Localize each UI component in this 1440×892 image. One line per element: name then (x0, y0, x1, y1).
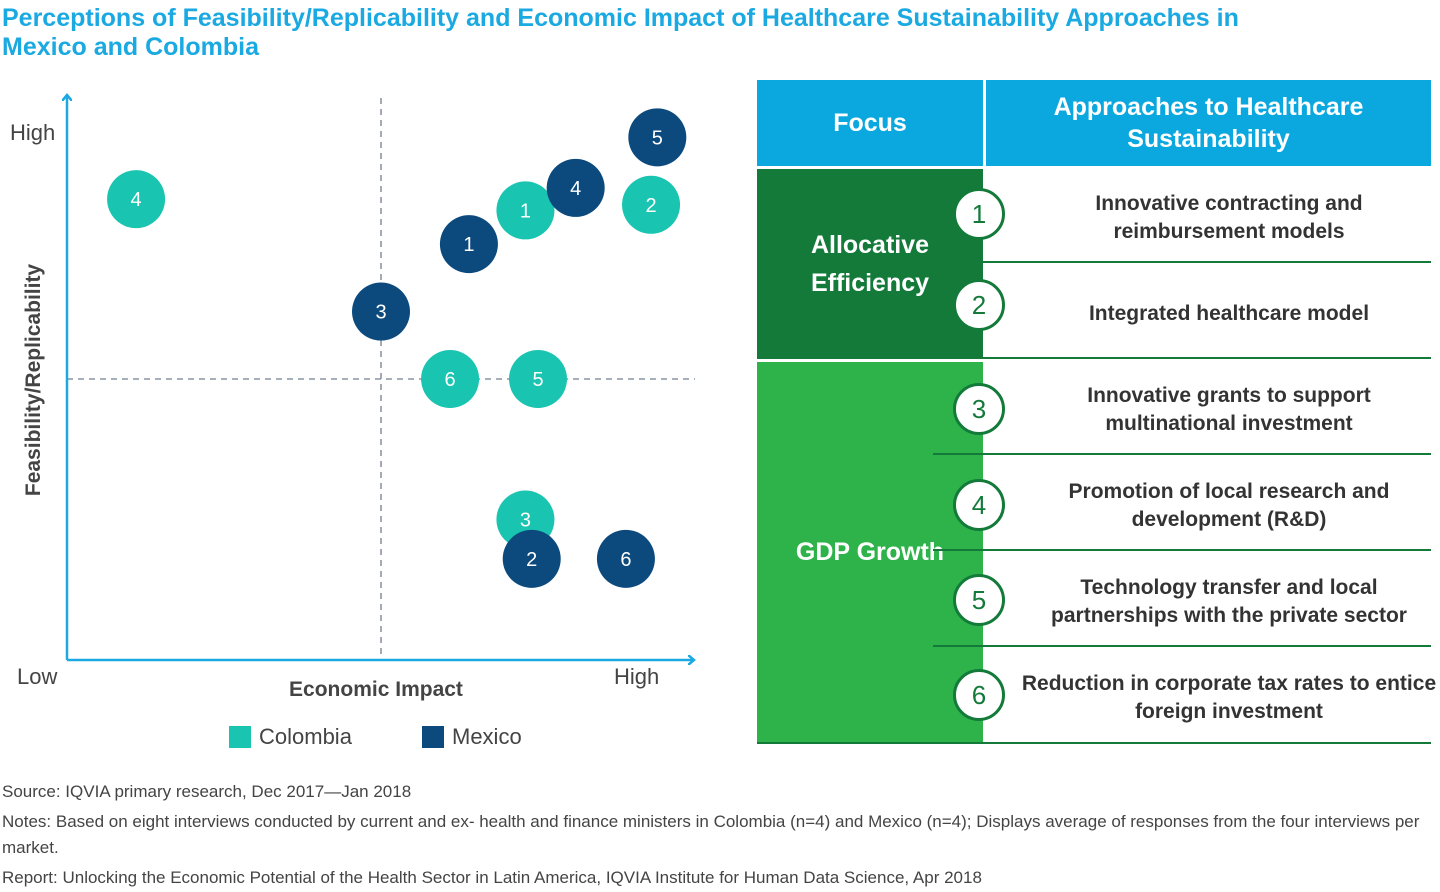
point-label-colombia-2: 2 (645, 195, 656, 217)
focus-gdp-growth: GDP Growth (757, 362, 983, 742)
header-focus: Focus (757, 80, 983, 166)
point-label-mexico-3: 3 (375, 302, 386, 324)
header-approaches: Approaches to Healthcare Sustainability (986, 80, 1431, 166)
approach-text-3: Innovative grants to support multination… (1087, 384, 1371, 435)
point-mexico-4 (546, 158, 605, 217)
point-colombia-4 (107, 170, 166, 229)
point-label-mexico-6: 6 (620, 549, 631, 571)
legend-swatch-colombia (229, 726, 251, 748)
x-axis-title: Economic Impact (289, 678, 463, 701)
point-label-mexico-2: 2 (526, 549, 537, 571)
row-divider (983, 261, 1431, 263)
approach-text-4: Promotion of local research and developm… (1068, 480, 1390, 531)
focus-allocative-efficiency: Allocative Efficiency (757, 169, 983, 359)
point-mexico-6 (596, 529, 655, 588)
footer-source: Source: IQVIA primary research, Dec 2017… (2, 782, 412, 801)
point-label-colombia-1: 1 (520, 200, 531, 222)
row-divider (933, 549, 1431, 551)
legend-swatch-mexico (422, 726, 444, 748)
scatter-chart: High Low High Economic Impact Feasibility/Re… (10, 0, 740, 701)
row-divider (933, 453, 1431, 455)
legend-label-mexico: Mexico (452, 724, 522, 749)
y-tick-label-high: High (10, 120, 55, 145)
point-label-mexico-5: 5 (652, 127, 663, 149)
point-colombia-2 (622, 175, 681, 234)
y-axis-title: Feasibility/Replicability (22, 264, 45, 497)
approach-number-6: 6 (953, 669, 1005, 721)
approaches-table: Focus Approaches to Healthcare Sustainab… (757, 80, 1436, 744)
approach-number-3: 3 (953, 383, 1005, 435)
approach-number-5: 5 (953, 574, 1005, 626)
point-colombia-1 (496, 181, 555, 240)
table-bottom-border (757, 742, 1431, 744)
approach-text-5: Technology transfer and local partnershi… (1051, 576, 1407, 627)
legend-item-mexico: Mexico (422, 724, 522, 750)
chart-title: Perceptions of Feasibility/Replicability… (2, 4, 1239, 61)
x-tick-label-high: High (614, 664, 659, 689)
approach-number-4: 4 (953, 479, 1005, 531)
footer-report: Report: Unlocking the Economic Potential… (2, 868, 982, 887)
legend-item-colombia: Colombia (229, 724, 352, 750)
point-label-colombia-6: 6 (445, 369, 456, 391)
point-colombia-5 (509, 350, 567, 408)
point-label-mexico-1: 1 (463, 234, 474, 256)
point-label-colombia-5: 5 (532, 369, 543, 391)
approach-text-6: Reduction in corporate tax rates to enti… (1021, 672, 1437, 723)
approach-text-2: Integrated healthcare model (1088, 302, 1370, 325)
x-tick-label-low: Low (17, 664, 57, 689)
point-label-colombia-4: 4 (131, 189, 142, 211)
point-colombia-6 (421, 350, 480, 408)
row-divider (933, 645, 1431, 647)
point-mexico-2 (502, 529, 561, 588)
point-mexico-3 (352, 282, 410, 341)
row-divider (983, 357, 1431, 359)
point-mexico-5 (628, 108, 687, 167)
approach-number-1: 1 (953, 188, 1005, 240)
legend-label-colombia: Colombia (259, 724, 352, 749)
footer-notes: Notes: Based on eight interviews conduct… (2, 812, 1420, 857)
approach-text-1: Innovative contracting and reimbursement… (1095, 192, 1363, 243)
point-label-colombia-3: 3 (520, 510, 531, 532)
point-mexico-1 (439, 215, 498, 274)
approach-number-2: 2 (953, 279, 1005, 331)
point-label-mexico-4: 4 (570, 178, 581, 200)
